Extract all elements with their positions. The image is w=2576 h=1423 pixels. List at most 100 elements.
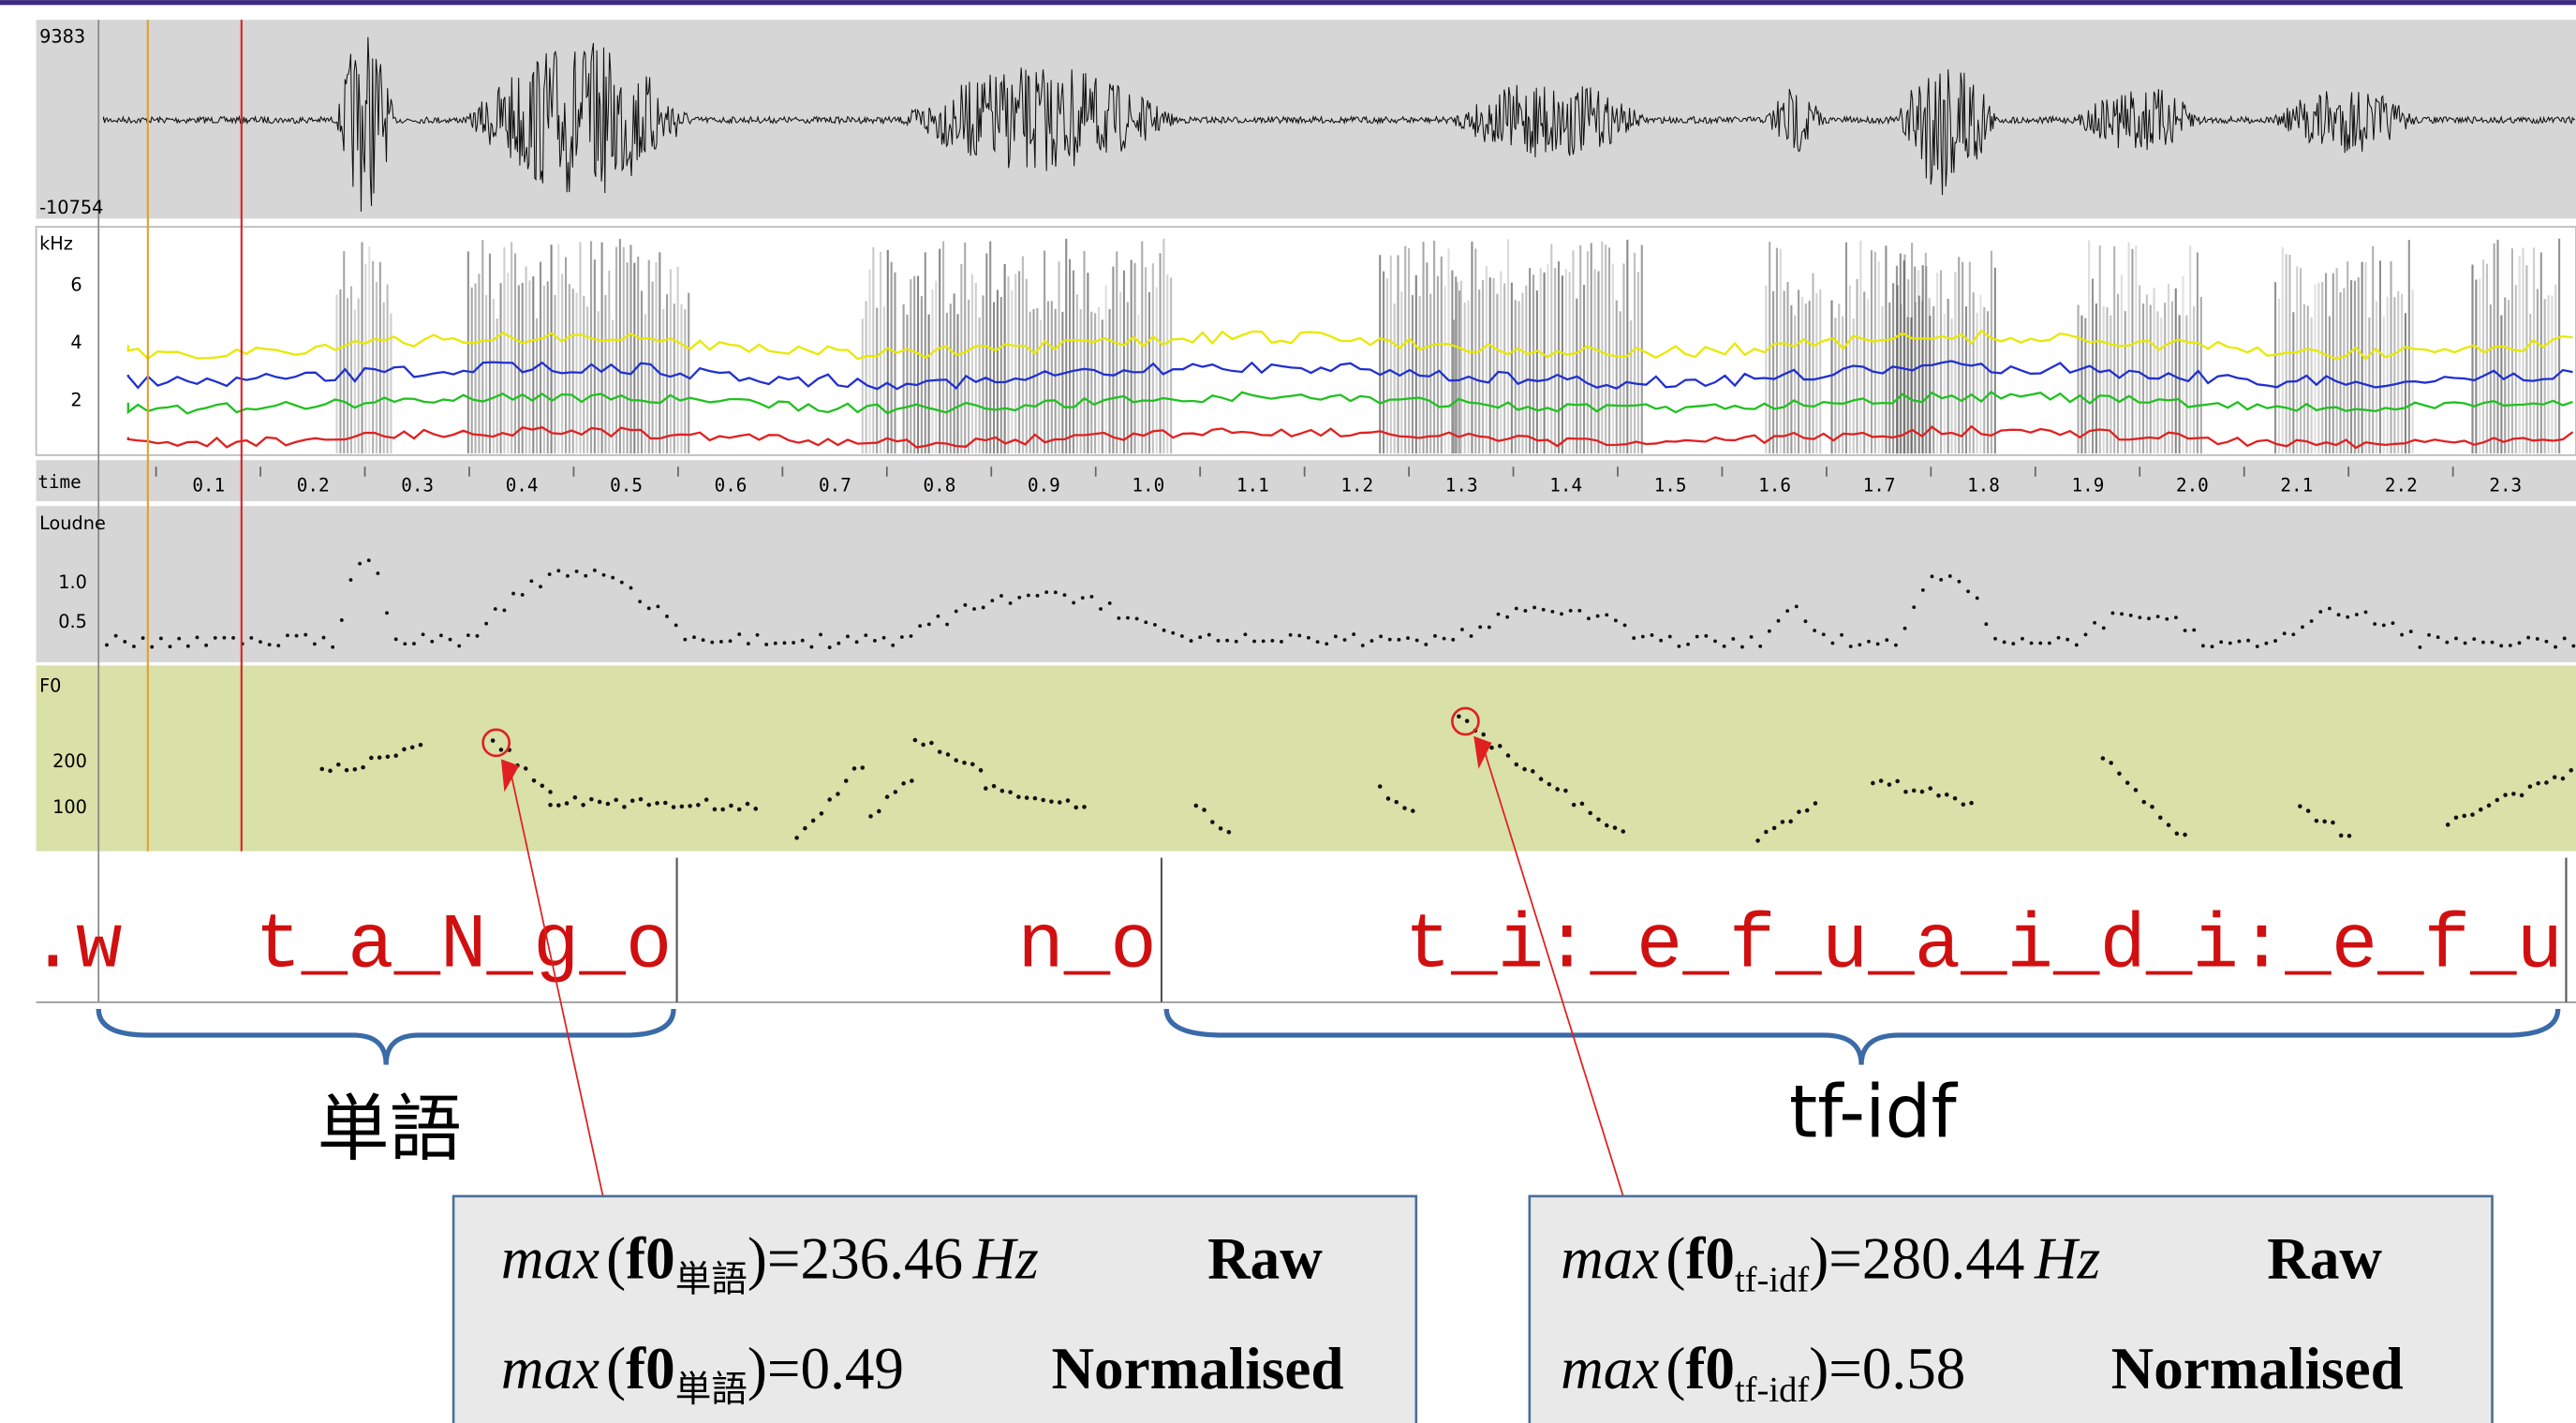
loudness-point bbox=[1134, 616, 1139, 621]
f0-point bbox=[978, 768, 984, 773]
loudness-point bbox=[2219, 640, 2224, 645]
f0-point bbox=[1771, 825, 1777, 831]
f0-point bbox=[912, 737, 918, 743]
f0-point bbox=[1082, 805, 1087, 809]
loudness-point bbox=[2354, 613, 2359, 616]
loudness-point bbox=[1939, 577, 1944, 582]
f0-point bbox=[1555, 787, 1560, 792]
loudness-point bbox=[1333, 634, 1338, 639]
f0-point bbox=[1497, 744, 1503, 749]
loudness-point bbox=[2065, 637, 2070, 642]
f0-point bbox=[2133, 788, 2139, 793]
loudness-point bbox=[665, 615, 669, 618]
loudness-point bbox=[158, 636, 163, 641]
loudness-point bbox=[1270, 638, 1275, 643]
label: Raw bbox=[2267, 1226, 2382, 1292]
f0-point bbox=[336, 762, 341, 767]
f0-panel bbox=[36, 665, 2576, 852]
loudness-point bbox=[1035, 593, 1040, 598]
loudness-point bbox=[1496, 612, 1501, 616]
f0-point bbox=[1936, 793, 1941, 798]
loudness-point bbox=[1920, 587, 1925, 592]
f0-point bbox=[884, 794, 890, 799]
f0-point bbox=[671, 805, 676, 809]
loudness-point bbox=[1117, 615, 1121, 620]
loudness-point bbox=[1966, 589, 1971, 594]
arrowhead bbox=[1473, 735, 1492, 769]
paren: ) bbox=[1809, 1336, 1828, 1401]
label: Raw bbox=[1207, 1226, 1323, 1292]
loudness-point bbox=[213, 635, 217, 640]
loudness-point bbox=[2327, 606, 2332, 611]
loudness-point bbox=[1893, 643, 1898, 647]
f0-point bbox=[1764, 829, 1769, 835]
loudness-point bbox=[168, 645, 172, 649]
paren: ( bbox=[1666, 1226, 1685, 1292]
f0-point bbox=[736, 807, 742, 812]
loudness-point bbox=[1640, 634, 1645, 639]
loudness-point bbox=[539, 585, 542, 589]
f0-point bbox=[1621, 829, 1626, 834]
loudness-point bbox=[1975, 596, 1979, 600]
pointer-line bbox=[1481, 742, 1624, 1197]
loudness-point bbox=[1912, 605, 1917, 610]
loudness-point bbox=[2264, 641, 2269, 645]
time-tick-label: 1.0 bbox=[1132, 474, 1164, 496]
f0-point bbox=[409, 745, 415, 750]
equation: max (f0単語)=0.49 bbox=[501, 1336, 904, 1410]
f0-point bbox=[712, 807, 718, 812]
f0-point bbox=[1871, 780, 1875, 786]
f0-point bbox=[2141, 799, 2147, 805]
loudness-point bbox=[358, 561, 363, 566]
loudness-point bbox=[1225, 638, 1230, 643]
time-tick-label: 0.5 bbox=[610, 474, 643, 496]
loudness-point bbox=[1613, 618, 1618, 623]
loudness-point bbox=[1577, 608, 1582, 613]
f0-point bbox=[810, 818, 816, 823]
f0-point bbox=[954, 758, 959, 763]
loudness-point bbox=[259, 640, 262, 645]
loudness-point bbox=[1053, 590, 1058, 595]
time-tick-label: 1.2 bbox=[1340, 474, 1373, 496]
f0-point bbox=[1952, 795, 1958, 801]
loudness-point bbox=[918, 624, 923, 629]
loudness-point bbox=[1632, 636, 1636, 641]
f0-point bbox=[556, 803, 561, 808]
f0-point bbox=[377, 755, 382, 760]
loudness-point bbox=[1930, 574, 1934, 579]
loudness-point bbox=[421, 632, 425, 637]
f0-point bbox=[614, 797, 618, 803]
f0-point bbox=[1057, 800, 1062, 805]
loudness-point bbox=[2155, 615, 2160, 619]
loudness-point bbox=[1984, 622, 1989, 627]
loudness-point bbox=[1198, 635, 1203, 640]
f0-point bbox=[1919, 789, 1925, 794]
f0-point bbox=[369, 755, 374, 761]
loudness-point bbox=[2228, 641, 2232, 645]
loudness-point bbox=[1758, 644, 1763, 648]
loudness-point bbox=[737, 632, 742, 636]
loudness-point bbox=[1667, 634, 1672, 639]
loudness-point bbox=[1532, 605, 1537, 610]
f0-point bbox=[385, 754, 391, 760]
loudness-point bbox=[493, 607, 497, 611]
f0-point bbox=[361, 764, 365, 770]
loudness-point bbox=[2472, 637, 2477, 642]
f0-point bbox=[1969, 800, 1974, 806]
loudness-point bbox=[1261, 639, 1266, 644]
loudness-point bbox=[1189, 639, 1193, 644]
f0-point bbox=[2183, 832, 2187, 837]
loudness-point bbox=[1234, 639, 1238, 644]
f0-point bbox=[1411, 808, 1415, 813]
loudness-point bbox=[2038, 641, 2043, 645]
f0-point bbox=[2158, 815, 2163, 821]
loudness-point bbox=[1957, 579, 1962, 584]
loudness-point bbox=[177, 636, 182, 641]
group-label: 単語 bbox=[317, 1087, 461, 1171]
loudness-point bbox=[141, 636, 145, 641]
f0-point bbox=[1780, 820, 1785, 824]
f0-point bbox=[393, 753, 398, 758]
loudness-point bbox=[601, 572, 606, 577]
